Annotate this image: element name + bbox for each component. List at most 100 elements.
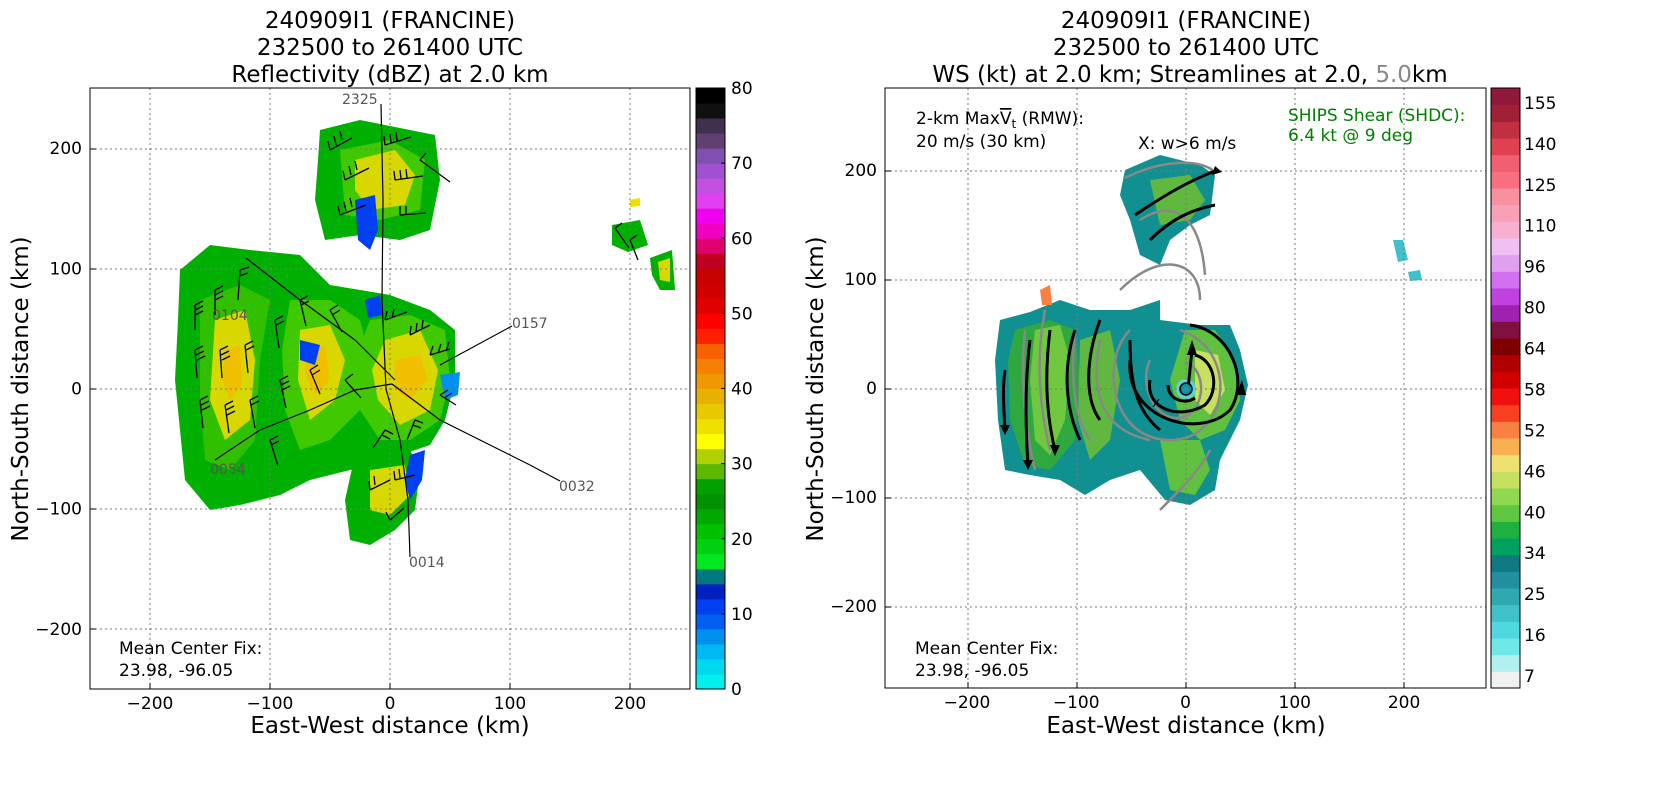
left-ticks — [90, 148, 631, 689]
ws-cbar-label-8: 64 — [1524, 340, 1546, 360]
ws-cbar-frame — [1490, 87, 1521, 689]
ws-cbar-label-7: 58 — [1524, 380, 1546, 400]
right-title-line3: WS (kt) at 2.0 km; Streamlines at 2.0, 5… — [932, 62, 1447, 88]
wind-speed-field — [995, 155, 1422, 505]
dbz-cbar-swatch-3 — [696, 628, 725, 645]
dbz-cbar-swatch-4 — [696, 613, 725, 630]
ws-cbar-swatch-13 — [1491, 454, 1520, 472]
max-vt-symbol: V — [1000, 109, 1012, 129]
left-ytick-2: 0 — [71, 380, 82, 400]
ws-cbar-swatch-28 — [1491, 204, 1520, 222]
dbz-cbar-swatch-35 — [696, 148, 725, 164]
dbz-cbar-label-6: 60 — [731, 229, 753, 249]
left-fix-line1: Mean Center Fix: — [119, 639, 262, 659]
dbz-cbar-swatch-38 — [696, 103, 725, 119]
wind-speed-colorbar — [1490, 87, 1521, 689]
dbz-cbar-label-5: 50 — [731, 304, 753, 324]
dbz-cbar-swatch-14 — [696, 463, 725, 480]
dbz-cbar-swatch-28 — [696, 253, 725, 269]
right-ytick-3: 100 — [845, 270, 877, 290]
dbz-cbar-swatch-29 — [696, 238, 725, 254]
right-x-tick-labels: −200 −100 0 100 200 — [944, 693, 1421, 713]
track-label-0054: 0054 — [210, 462, 246, 478]
left-xtick-1: −100 — [247, 694, 294, 714]
right-y-axis-label: North-South distance (km) — [803, 236, 829, 541]
right-xtick-0: −200 — [944, 693, 991, 713]
right-ytick-1: −100 — [830, 488, 877, 508]
track-label-2325: 2325 — [342, 92, 378, 108]
right-title-line2: 232500 to 261400 UTC — [1053, 35, 1319, 61]
left-title-line3: Reflectivity (dBZ) at 2.0 km — [231, 62, 548, 88]
wind-speed-colorbar-labels: 7 16 25 34 40 46 52 58 64 80 96 110 125 140 155 — [1524, 94, 1556, 687]
ws-cbar-swatch-12 — [1491, 471, 1520, 489]
ws-cbar-swatch-7 — [1491, 554, 1520, 572]
ws-cbar-swatch-24 — [1491, 271, 1520, 289]
dbz-cbar-swatch-22 — [696, 343, 725, 359]
wind-barbs — [194, 130, 639, 521]
left-x-axis-label: East-West distance (km) — [250, 713, 529, 739]
eye-center — [1179, 382, 1193, 396]
left-plot-area: 2325 0157 0032 0014 0104 0054 — [90, 88, 690, 689]
dbz-cbar-swatch-20 — [696, 373, 725, 389]
ws-cbar-label-3: 34 — [1524, 544, 1546, 564]
dbz-cbar-swatch-15 — [696, 448, 725, 465]
max-vt-subscript: t — [1012, 117, 1017, 131]
max-vt-line1: 2-km MaxVt (RMW): — [916, 109, 1084, 131]
right-ytick-0: −200 — [830, 597, 877, 617]
dbz-cbar-label-8: 80 — [731, 79, 753, 99]
ws-cbar-swatch-14 — [1491, 438, 1520, 456]
dbz-cbar-swatch-19 — [696, 388, 725, 405]
ws-cbar-swatch-31 — [1491, 154, 1520, 172]
track-label-0104: 0104 — [212, 308, 248, 324]
ws-cbar-swatch-22 — [1491, 304, 1520, 322]
right-fix-line2: 23.98, -96.05 — [915, 661, 1029, 681]
dbz-cbar-label-4: 40 — [731, 380, 753, 400]
ws-cbar-swatch-5 — [1491, 588, 1520, 606]
dbz-cbar-swatch-21 — [696, 358, 725, 374]
ws-cbar-swatch-18 — [1491, 371, 1520, 389]
track-label-0157: 0157 — [512, 316, 548, 332]
right-title-line1: 240909I1 (FRANCINE) — [1061, 8, 1311, 34]
dbz-cbar-swatch-1 — [696, 658, 725, 675]
left-xtick-2: 0 — [385, 694, 396, 714]
ws-cbar-swatch-27 — [1491, 221, 1520, 239]
right-y-tick-labels: −200 −100 0 100 200 — [830, 161, 877, 617]
ws-cbar-swatch-21 — [1491, 321, 1520, 339]
track-time-labels: 2325 0157 0032 0014 0104 0054 — [210, 92, 595, 571]
dbz-cbar-swatch-24 — [696, 313, 725, 329]
dbz-cbar-swatch-11 — [696, 508, 725, 525]
reflectivity-colorbar-labels: 0 10 20 30 40 50 60 70 80 — [731, 79, 753, 700]
ws-cbar-label-0: 7 — [1524, 667, 1535, 687]
ws-cbar-swatch-16 — [1491, 404, 1520, 422]
ws-cbar-swatch-34 — [1491, 104, 1520, 122]
ws-cbar-swatch-0 — [1491, 671, 1520, 689]
ships-shear-line1: SHIPS Shear (SHDC): — [1288, 106, 1465, 126]
left-ytick-1: −100 — [35, 500, 82, 520]
ws-cbar-label-11: 110 — [1524, 217, 1556, 237]
ws-cbar-swatch-32 — [1491, 138, 1520, 156]
track-label-0014: 0014 — [409, 555, 445, 571]
dbz-cbar-label-2: 20 — [731, 530, 753, 550]
max-vt-text-d: (RMW): — [1016, 109, 1084, 129]
ws-cbar-swatch-11 — [1491, 488, 1520, 506]
right-x-axis-label: East-West distance (km) — [1046, 713, 1325, 739]
ws-cbar-swatch-33 — [1491, 121, 1520, 139]
ws-cbar-swatch-35 — [1491, 88, 1520, 106]
dbz-cbar-swatch-37 — [696, 118, 725, 134]
track-label-0032: 0032 — [559, 479, 595, 495]
max-vt-text-a: 2-km Max — [916, 109, 1000, 129]
dbz-cbar-swatch-18 — [696, 403, 725, 420]
dbz-cbar-swatch-31 — [696, 208, 725, 224]
dbz-cbar-swatch-5 — [696, 598, 725, 615]
ws-cbar-swatch-20 — [1491, 338, 1520, 356]
ws-cbar-swatch-9 — [1491, 521, 1520, 539]
dbz-cbar-swatch-23 — [696, 328, 725, 344]
dbz-cbar-swatch-0 — [696, 673, 725, 690]
dbz-cbar-swatch-32 — [696, 193, 725, 209]
right-plot-area: x — [885, 88, 1486, 688]
streamline-arrows — [1000, 166, 1246, 470]
dbz-cbar-swatch-36 — [696, 133, 725, 149]
right-title-line3-c: km — [1412, 62, 1448, 88]
ws-cbar-label-1: 16 — [1524, 626, 1546, 646]
